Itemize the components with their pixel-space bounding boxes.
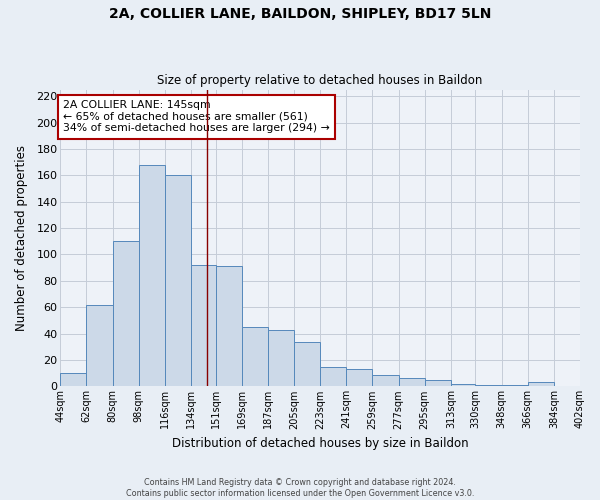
Bar <box>268 330 294 386</box>
Text: 2A COLLIER LANE: 145sqm
← 65% of detached houses are smaller (561)
34% of semi-d: 2A COLLIER LANE: 145sqm ← 65% of detache… <box>63 100 330 134</box>
Bar <box>502 385 528 386</box>
Bar <box>113 242 139 386</box>
Y-axis label: Number of detached properties: Number of detached properties <box>15 145 28 331</box>
Bar <box>398 378 425 386</box>
Bar <box>242 327 268 386</box>
Bar <box>86 304 113 386</box>
Bar <box>294 342 320 386</box>
Bar <box>191 265 215 386</box>
Bar <box>475 385 502 386</box>
Bar <box>528 382 554 386</box>
X-axis label: Distribution of detached houses by size in Baildon: Distribution of detached houses by size … <box>172 437 469 450</box>
Bar <box>425 380 451 386</box>
Bar <box>139 165 165 386</box>
Bar <box>320 366 346 386</box>
Title: Size of property relative to detached houses in Baildon: Size of property relative to detached ho… <box>157 74 483 87</box>
Bar <box>451 384 475 386</box>
Bar <box>165 176 191 386</box>
Bar <box>373 374 398 386</box>
Text: Contains HM Land Registry data © Crown copyright and database right 2024.
Contai: Contains HM Land Registry data © Crown c… <box>126 478 474 498</box>
Bar <box>61 373 86 386</box>
Bar <box>215 266 242 386</box>
Bar <box>346 369 373 386</box>
Text: 2A, COLLIER LANE, BAILDON, SHIPLEY, BD17 5LN: 2A, COLLIER LANE, BAILDON, SHIPLEY, BD17… <box>109 8 491 22</box>
